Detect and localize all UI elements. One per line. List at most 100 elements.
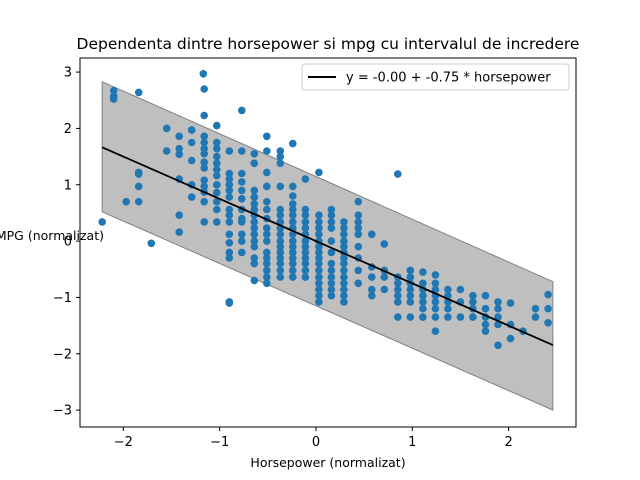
data-point bbox=[213, 205, 221, 214]
data-point bbox=[263, 132, 271, 141]
data-point bbox=[301, 237, 310, 245]
data-point bbox=[494, 298, 502, 306]
data-point bbox=[263, 266, 271, 275]
data-point bbox=[289, 266, 297, 275]
x-axis: −2 −1 0 1 2 bbox=[114, 427, 513, 450]
data-point bbox=[263, 224, 271, 232]
data-point bbox=[263, 273, 271, 281]
data-point bbox=[327, 248, 336, 257]
data-point bbox=[250, 159, 259, 168]
data-point bbox=[250, 186, 259, 195]
data-point bbox=[368, 273, 376, 281]
data-point bbox=[315, 230, 323, 239]
data-point bbox=[289, 211, 297, 219]
data-point bbox=[213, 188, 221, 197]
data-point bbox=[354, 224, 363, 232]
data-point bbox=[544, 319, 552, 327]
data-point bbox=[250, 224, 259, 232]
data-point bbox=[481, 320, 490, 329]
data-point bbox=[340, 230, 348, 239]
data-point bbox=[250, 254, 259, 262]
y-tick-label: −3 bbox=[53, 404, 72, 419]
data-point bbox=[327, 205, 336, 214]
data-point bbox=[368, 291, 376, 300]
data-point bbox=[315, 211, 323, 219]
data-point bbox=[276, 147, 285, 155]
data-point bbox=[238, 186, 246, 195]
data-point bbox=[394, 285, 402, 294]
data-point bbox=[301, 205, 310, 214]
data-point bbox=[406, 273, 415, 281]
data-point bbox=[289, 254, 297, 262]
data-point bbox=[250, 193, 259, 201]
data-point bbox=[263, 205, 271, 214]
data-point bbox=[213, 152, 221, 161]
data-point bbox=[354, 242, 363, 251]
data-point bbox=[340, 285, 348, 294]
data-point bbox=[315, 224, 323, 232]
data-point bbox=[250, 205, 259, 214]
data-point bbox=[469, 291, 477, 300]
data-point bbox=[469, 313, 477, 321]
data-point bbox=[187, 138, 196, 147]
data-point bbox=[162, 124, 171, 133]
data-point bbox=[225, 248, 234, 257]
data-point bbox=[175, 150, 183, 159]
data-point bbox=[289, 248, 297, 257]
data-point bbox=[394, 279, 402, 288]
x-tick-label: 1 bbox=[408, 435, 416, 450]
data-point bbox=[506, 334, 515, 343]
data-point bbox=[406, 266, 415, 275]
data-point bbox=[238, 237, 246, 245]
y-tick-label: −2 bbox=[53, 347, 72, 362]
legend-frame bbox=[301, 63, 570, 91]
data-point bbox=[340, 224, 348, 232]
data-point bbox=[200, 164, 208, 172]
data-point bbox=[250, 242, 259, 251]
data-point bbox=[354, 279, 363, 288]
data-point bbox=[419, 298, 427, 306]
y-axis-label: MPG (normalizat) bbox=[0, 228, 104, 243]
data-point bbox=[354, 266, 363, 275]
data-point bbox=[327, 259, 336, 268]
data-point bbox=[175, 211, 183, 219]
data-point bbox=[175, 144, 183, 153]
data-point bbox=[315, 266, 323, 275]
data-point bbox=[276, 237, 285, 245]
data-point bbox=[238, 248, 246, 257]
data-point bbox=[315, 291, 323, 300]
data-point bbox=[276, 230, 285, 239]
data-point bbox=[481, 304, 490, 313]
data-point bbox=[431, 304, 440, 313]
data-point bbox=[225, 147, 234, 155]
data-point bbox=[162, 147, 171, 155]
data-point bbox=[200, 218, 208, 226]
data-point bbox=[187, 126, 196, 134]
data-point bbox=[250, 150, 259, 158]
data-point bbox=[200, 197, 208, 206]
data-point bbox=[187, 193, 196, 201]
data-point bbox=[419, 279, 427, 288]
data-point bbox=[544, 290, 552, 299]
data-point bbox=[315, 298, 323, 306]
data-point bbox=[315, 248, 323, 257]
data-point bbox=[315, 273, 323, 281]
data-point bbox=[301, 248, 310, 257]
data-point bbox=[213, 165, 221, 174]
data-point bbox=[238, 169, 246, 178]
x-axis-label: Horsepower (normalizat) bbox=[250, 455, 405, 470]
data-point bbox=[327, 218, 336, 226]
x-tick-label: 2 bbox=[504, 435, 512, 450]
data-point bbox=[263, 279, 271, 288]
x-tick-label: −1 bbox=[210, 435, 229, 450]
data-point bbox=[289, 205, 297, 214]
data-point bbox=[175, 228, 183, 236]
data-point bbox=[494, 304, 502, 313]
data-point bbox=[200, 176, 208, 184]
data-point bbox=[225, 298, 234, 306]
data-point bbox=[276, 266, 285, 275]
data-point bbox=[250, 237, 259, 245]
data-point bbox=[238, 106, 246, 115]
data-point bbox=[276, 211, 285, 219]
